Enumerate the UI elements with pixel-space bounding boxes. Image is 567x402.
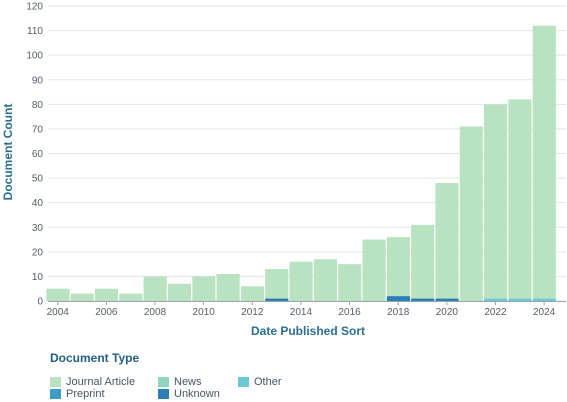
y-tick-label: 60 [32,149,44,160]
x-tick-label: 2016 [338,307,361,318]
bar-journal-article-2017 [362,239,386,301]
bar-unknown-2013 [265,298,289,301]
bar-journal-article-2006 [94,288,119,301]
x-tick-label: 2014 [290,307,313,318]
x-tick-label: 2018 [387,307,410,318]
x-tick-label: 2020 [436,307,459,318]
legend-label: Journal Article [66,376,136,388]
legend-swatch-other [238,377,249,387]
bar-unknown-2018 [386,296,410,301]
x-tick-label: 2008 [144,307,167,318]
bar-journal-article-2011 [216,273,240,301]
bar-other-2023 [508,298,532,301]
bar-journal-article-2009 [167,283,192,301]
grid-lines [48,5,566,302]
legend-label: Unknown [174,388,220,400]
legend-label: News [174,376,202,388]
bar-journal-article-2023 [508,99,532,299]
x-tick-label: 2024 [533,307,556,318]
y-tick-label: 10 [32,272,44,283]
x-tick-label: 2004 [47,307,70,318]
bar-journal-article-2015 [313,259,337,301]
y-tick-label: 0 [37,297,43,308]
x-tick-label: 2006 [95,307,118,318]
x-tick-label: 2010 [193,307,216,318]
y-tick-label: 40 [32,198,44,209]
bar-journal-article-2008 [143,276,167,301]
bar-other-2024 [532,298,556,301]
bar-journal-article-2012 [240,286,265,301]
legend-item-other[interactable]: Other [238,376,282,388]
bar-journal-article-2024 [532,25,556,299]
x-axis-title: Date Published Sort [251,324,365,338]
y-tick-label: 120 [26,2,43,13]
y-tick-label: 80 [32,100,44,111]
bar-journal-article-2020 [435,183,459,299]
bar-journal-article-2010 [192,276,216,301]
bar-unknown-2019 [411,298,435,301]
y-tick-label: 70 [32,124,44,135]
legend-item-unknown[interactable]: Unknown [158,388,220,400]
legend-swatch-unknown [158,389,169,399]
legend-swatch-news [158,377,169,387]
legend-item-journal-article[interactable]: Journal Article [50,376,135,388]
bar-journal-article-2004 [46,288,70,301]
x-tick-label: 2012 [241,307,264,318]
legend-swatch-preprint [50,389,61,399]
x-tick-label: 2022 [484,307,507,318]
bar-journal-article-2018 [386,237,410,297]
legend-item-preprint[interactable]: Preprint [50,388,105,400]
y-tick-label: 30 [32,223,44,234]
y-tick-label: 20 [32,247,44,258]
bar-journal-article-2022 [484,104,508,299]
bar-other-2022 [484,298,508,301]
y-tick-label: 50 [32,174,44,185]
y-tick-label: 90 [32,75,44,86]
legend-label: Preprint [66,388,105,400]
bar-journal-article-2007 [119,293,143,301]
bar-journal-article-2013 [265,269,289,299]
y-axis-title: Document Count [1,104,15,201]
bar-journal-article-2014 [289,261,313,301]
legend-swatch-journal-article [50,377,61,387]
bar-journal-article-2005 [70,293,94,301]
bar-journal-article-2016 [338,264,362,301]
y-tick-labels: 0 10 20 30 40 50 60 70 80 90 100 110 120 [26,2,43,308]
bars [46,25,556,301]
legend-item-news[interactable]: News [158,376,202,388]
bar-unknown-2020 [435,298,459,301]
legend-label: Other [254,376,282,388]
y-tick-label: 110 [27,26,43,37]
legend-title: Document Type [50,351,140,365]
bar-journal-article-2019 [411,224,435,299]
x-tick-labels: 2004 2006 2008 2010 2012 2014 2016 2018 2020 2022… [47,301,556,318]
y-tick-label: 100 [26,51,43,62]
bar-journal-article-2021 [459,126,483,301]
